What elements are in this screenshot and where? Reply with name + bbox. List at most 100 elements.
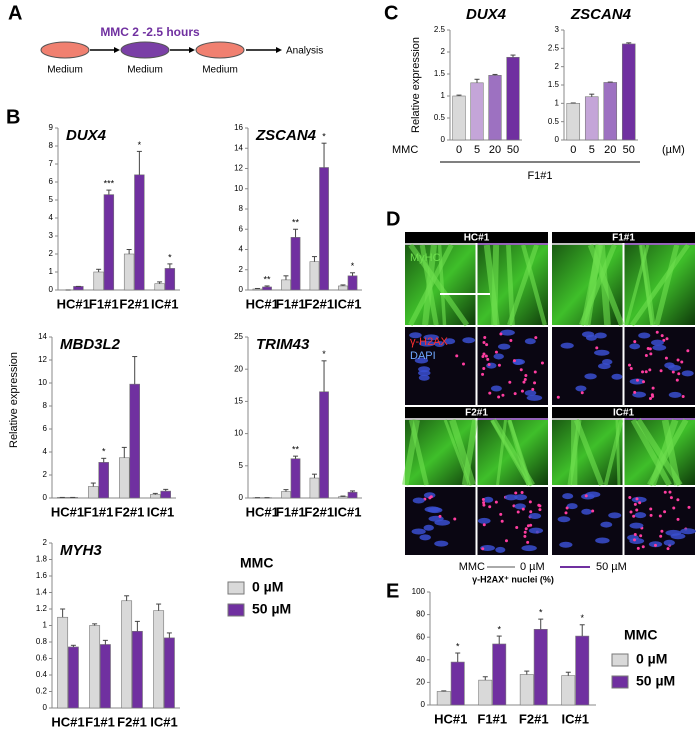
y-tick-label: 1 <box>441 91 446 100</box>
y-tick-label: 6 <box>239 224 244 233</box>
legend-swatch <box>227 603 245 617</box>
y-tick-label: 14 <box>38 332 47 341</box>
bar <box>150 494 161 499</box>
h2ax-focus <box>638 501 642 505</box>
nucleus <box>423 334 439 341</box>
bar <box>347 275 358 291</box>
h2ax-focus <box>659 369 663 373</box>
x-tick-label: HC#1 <box>246 504 279 519</box>
h2ax-focus <box>686 349 690 353</box>
h2ax-focus <box>482 352 486 356</box>
bar <box>561 675 576 706</box>
y-tick-label: 40 <box>416 655 425 664</box>
nucleus <box>483 496 494 503</box>
y-tick-label: 6 <box>43 424 48 433</box>
y-tick-label: 0 <box>49 285 54 294</box>
nucleus <box>575 385 587 392</box>
bar <box>262 286 272 291</box>
bar <box>88 486 99 499</box>
h2ax-focus <box>481 354 485 358</box>
h2ax-focus <box>461 362 465 366</box>
y-tick-label: 5 <box>239 461 244 470</box>
significance: * <box>456 641 460 651</box>
myotube <box>661 419 681 486</box>
h2ax-focus <box>629 510 633 514</box>
y-tick-label: 12 <box>234 164 243 173</box>
h2ax-focus <box>515 525 519 529</box>
legend-label: 0 µM <box>636 651 667 667</box>
legend-title: MMC <box>624 627 657 643</box>
h2ax-focus <box>485 343 489 347</box>
y-tick-label: 1.2 <box>36 604 48 613</box>
bar <box>436 691 451 706</box>
stain-label: DAPI <box>410 350 436 362</box>
x-tick-label: IC#1 <box>562 711 589 726</box>
x-axis-title: MMC <box>392 144 418 156</box>
nucleus <box>594 332 607 339</box>
h2ax-focus <box>538 504 542 508</box>
legend-swatch <box>611 675 629 689</box>
h2ax-focus <box>660 529 664 533</box>
stage-label: Medium <box>47 65 83 76</box>
x-tick-label: IC#1 <box>151 296 178 311</box>
h2ax-focus <box>565 506 569 510</box>
h2ax-focus <box>635 508 639 512</box>
x-tick-label: F1#1 <box>477 711 507 726</box>
bar <box>131 630 143 709</box>
y-tick-label: 0 <box>555 135 560 144</box>
y-tick-label: 1.5 <box>434 69 446 78</box>
y-tick-label: 4 <box>43 447 48 456</box>
h2ax-focus <box>526 540 530 544</box>
nucleus <box>651 339 664 346</box>
nucleus <box>423 524 434 531</box>
significance: *** <box>104 178 115 188</box>
myotube <box>408 243 470 327</box>
chart-title: ZSCAN4 <box>570 6 632 23</box>
bar <box>290 237 301 291</box>
nucleus <box>528 527 544 534</box>
y-tick-label: 12 <box>38 355 47 364</box>
h2ax-focus <box>635 497 639 501</box>
bar <box>121 600 133 709</box>
h2ax-focus <box>494 350 498 354</box>
h2ax-focus <box>500 519 504 523</box>
h2ax-focus <box>534 336 538 340</box>
bar <box>290 458 301 499</box>
y-tick-label: 20 <box>416 678 425 687</box>
nucleus <box>584 373 597 380</box>
nucleus <box>629 343 641 350</box>
nucleus <box>608 512 622 519</box>
panel-letter: D <box>386 208 400 230</box>
chart-title: γ-H2AX⁺ nuclei (%) <box>472 574 554 584</box>
y-tick-label: 5 <box>49 195 54 204</box>
nucleus <box>581 508 592 515</box>
bar <box>103 194 115 291</box>
h2ax-focus <box>514 491 518 495</box>
column-label: F1#1 <box>612 233 635 244</box>
y-tick-label: 16 <box>234 123 243 132</box>
h2ax-focus <box>508 380 512 384</box>
nucleus <box>557 516 571 523</box>
h2ax-focus <box>482 501 486 505</box>
bar <box>129 383 140 499</box>
y-tick-label: 1.8 <box>36 555 48 564</box>
nucleus <box>504 494 518 501</box>
h2ax-focus <box>529 510 533 514</box>
y-tick-label: 2 <box>555 62 560 71</box>
h2ax-focus <box>481 372 485 376</box>
h2ax-focus <box>494 500 498 504</box>
y-tick-label: 10 <box>38 378 47 387</box>
h2ax-focus <box>533 370 537 374</box>
h2ax-focus <box>681 394 685 398</box>
h2ax-focus <box>524 373 528 377</box>
h2ax-focus <box>680 360 684 364</box>
column-header <box>552 407 695 418</box>
h2ax-focus <box>520 490 524 494</box>
y-tick-label: 0 <box>239 285 244 294</box>
x-tick-label: 20 <box>604 144 616 156</box>
h2ax-focus <box>520 389 524 393</box>
h2ax-focus <box>642 380 646 384</box>
legend-label: 50 µM <box>252 601 291 617</box>
significance: * <box>497 624 501 634</box>
bar <box>89 625 101 709</box>
